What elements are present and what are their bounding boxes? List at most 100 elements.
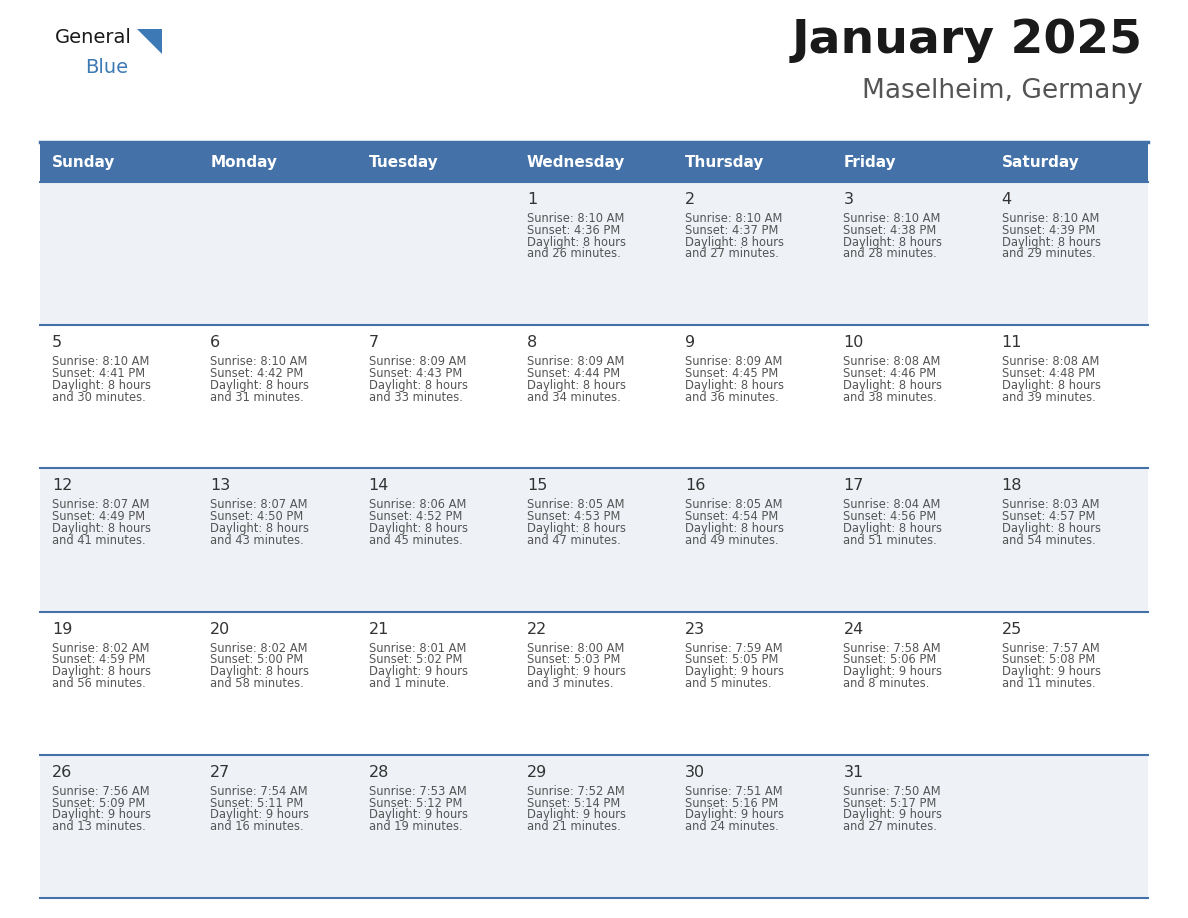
- Text: 9: 9: [685, 335, 695, 350]
- Text: Daylight: 8 hours: Daylight: 8 hours: [526, 522, 626, 535]
- Text: Sunset: 4:38 PM: Sunset: 4:38 PM: [843, 224, 936, 237]
- Text: 10: 10: [843, 335, 864, 350]
- Text: and 45 minutes.: and 45 minutes.: [368, 533, 462, 547]
- Text: Daylight: 9 hours: Daylight: 9 hours: [526, 809, 626, 822]
- Text: Sunset: 4:56 PM: Sunset: 4:56 PM: [843, 510, 936, 523]
- Text: Daylight: 8 hours: Daylight: 8 hours: [1001, 379, 1101, 392]
- Bar: [40, 325, 1148, 468]
- Text: Daylight: 8 hours: Daylight: 8 hours: [843, 379, 942, 392]
- Text: Sunset: 4:53 PM: Sunset: 4:53 PM: [526, 510, 620, 523]
- Text: Monday: Monday: [210, 154, 277, 170]
- Text: and 16 minutes.: and 16 minutes.: [210, 820, 304, 834]
- Text: Sunset: 4:41 PM: Sunset: 4:41 PM: [52, 367, 145, 380]
- Text: Sunrise: 8:07 AM: Sunrise: 8:07 AM: [52, 498, 150, 511]
- Text: Sunrise: 8:06 AM: Sunrise: 8:06 AM: [368, 498, 466, 511]
- Text: Maselheim, Germany: Maselheim, Germany: [862, 78, 1143, 104]
- Text: and 1 minute.: and 1 minute.: [368, 677, 449, 690]
- Text: Sunrise: 8:03 AM: Sunrise: 8:03 AM: [1001, 498, 1099, 511]
- Text: Sunset: 4:59 PM: Sunset: 4:59 PM: [52, 654, 145, 666]
- Bar: [40, 182, 1148, 325]
- Text: 16: 16: [685, 478, 706, 493]
- Text: 25: 25: [1001, 621, 1022, 636]
- Text: Sunset: 5:09 PM: Sunset: 5:09 PM: [52, 797, 145, 810]
- Text: Daylight: 9 hours: Daylight: 9 hours: [52, 809, 151, 822]
- Text: Daylight: 8 hours: Daylight: 8 hours: [685, 379, 784, 392]
- Text: Sunset: 5:16 PM: Sunset: 5:16 PM: [685, 797, 778, 810]
- Text: 11: 11: [1001, 335, 1022, 350]
- Text: 24: 24: [843, 621, 864, 636]
- Text: Sunset: 4:37 PM: Sunset: 4:37 PM: [685, 224, 778, 237]
- Text: Sunrise: 8:10 AM: Sunrise: 8:10 AM: [52, 355, 150, 368]
- Text: and 13 minutes.: and 13 minutes.: [52, 820, 146, 834]
- Text: Daylight: 9 hours: Daylight: 9 hours: [210, 809, 309, 822]
- Text: Sunrise: 8:10 AM: Sunrise: 8:10 AM: [843, 212, 941, 225]
- Text: Sunrise: 7:58 AM: Sunrise: 7:58 AM: [843, 642, 941, 655]
- Text: Sunset: 5:17 PM: Sunset: 5:17 PM: [843, 797, 937, 810]
- Text: Sunrise: 8:09 AM: Sunrise: 8:09 AM: [526, 355, 624, 368]
- Text: Daylight: 8 hours: Daylight: 8 hours: [526, 379, 626, 392]
- Text: Sunrise: 8:10 AM: Sunrise: 8:10 AM: [526, 212, 624, 225]
- Text: Daylight: 9 hours: Daylight: 9 hours: [843, 809, 942, 822]
- Text: 4: 4: [1001, 192, 1012, 207]
- Text: Sunrise: 8:08 AM: Sunrise: 8:08 AM: [1001, 355, 1099, 368]
- Text: and 31 minutes.: and 31 minutes.: [210, 390, 304, 404]
- Text: Sunset: 4:48 PM: Sunset: 4:48 PM: [1001, 367, 1095, 380]
- Text: Sunset: 5:05 PM: Sunset: 5:05 PM: [685, 654, 778, 666]
- Text: Sunset: 4:50 PM: Sunset: 4:50 PM: [210, 510, 304, 523]
- Text: Sunrise: 8:05 AM: Sunrise: 8:05 AM: [526, 498, 625, 511]
- Text: General: General: [55, 28, 132, 47]
- Text: and 34 minutes.: and 34 minutes.: [526, 390, 620, 404]
- Text: and 49 minutes.: and 49 minutes.: [685, 533, 779, 547]
- Text: Daylight: 8 hours: Daylight: 8 hours: [526, 236, 626, 249]
- Text: and 56 minutes.: and 56 minutes.: [52, 677, 146, 690]
- Text: Sunrise: 8:09 AM: Sunrise: 8:09 AM: [685, 355, 783, 368]
- Text: 18: 18: [1001, 478, 1022, 493]
- Text: Sunrise: 7:53 AM: Sunrise: 7:53 AM: [368, 785, 467, 798]
- Text: 8: 8: [526, 335, 537, 350]
- Text: 26: 26: [52, 765, 72, 779]
- Bar: [40, 755, 1148, 898]
- Text: 1: 1: [526, 192, 537, 207]
- Text: 21: 21: [368, 621, 388, 636]
- Text: Daylight: 8 hours: Daylight: 8 hours: [1001, 522, 1101, 535]
- Text: and 43 minutes.: and 43 minutes.: [210, 533, 304, 547]
- Text: 30: 30: [685, 765, 706, 779]
- Text: 5: 5: [52, 335, 62, 350]
- Text: and 27 minutes.: and 27 minutes.: [685, 247, 779, 261]
- Text: Daylight: 8 hours: Daylight: 8 hours: [210, 522, 309, 535]
- Text: Sunrise: 8:02 AM: Sunrise: 8:02 AM: [52, 642, 150, 655]
- Text: and 58 minutes.: and 58 minutes.: [210, 677, 304, 690]
- Text: 22: 22: [526, 621, 548, 636]
- Text: Daylight: 8 hours: Daylight: 8 hours: [52, 379, 151, 392]
- Text: and 41 minutes.: and 41 minutes.: [52, 533, 146, 547]
- Text: Sunset: 5:12 PM: Sunset: 5:12 PM: [368, 797, 462, 810]
- Text: and 19 minutes.: and 19 minutes.: [368, 820, 462, 834]
- Text: Sunrise: 8:04 AM: Sunrise: 8:04 AM: [843, 498, 941, 511]
- Text: Sunset: 4:44 PM: Sunset: 4:44 PM: [526, 367, 620, 380]
- Text: 23: 23: [685, 621, 706, 636]
- Text: and 38 minutes.: and 38 minutes.: [843, 390, 937, 404]
- Text: Daylight: 9 hours: Daylight: 9 hours: [526, 666, 626, 678]
- Text: Daylight: 8 hours: Daylight: 8 hours: [210, 666, 309, 678]
- Text: and 28 minutes.: and 28 minutes.: [843, 247, 937, 261]
- Text: Sunset: 4:45 PM: Sunset: 4:45 PM: [685, 367, 778, 380]
- Text: and 11 minutes.: and 11 minutes.: [1001, 677, 1095, 690]
- Text: and 47 minutes.: and 47 minutes.: [526, 533, 620, 547]
- Text: Sunset: 5:14 PM: Sunset: 5:14 PM: [526, 797, 620, 810]
- Text: Sunrise: 7:59 AM: Sunrise: 7:59 AM: [685, 642, 783, 655]
- Text: Daylight: 9 hours: Daylight: 9 hours: [685, 666, 784, 678]
- Text: Daylight: 8 hours: Daylight: 8 hours: [52, 666, 151, 678]
- Text: and 3 minutes.: and 3 minutes.: [526, 677, 613, 690]
- Text: and 36 minutes.: and 36 minutes.: [685, 390, 779, 404]
- Text: and 26 minutes.: and 26 minutes.: [526, 247, 620, 261]
- Text: Sunrise: 8:10 AM: Sunrise: 8:10 AM: [1001, 212, 1099, 225]
- Text: Daylight: 8 hours: Daylight: 8 hours: [52, 522, 151, 535]
- Text: and 5 minutes.: and 5 minutes.: [685, 677, 772, 690]
- Text: Sunrise: 8:09 AM: Sunrise: 8:09 AM: [368, 355, 466, 368]
- Text: Sunset: 5:02 PM: Sunset: 5:02 PM: [368, 654, 462, 666]
- Bar: [40, 142, 1148, 182]
- Text: and 8 minutes.: and 8 minutes.: [843, 677, 930, 690]
- Text: 3: 3: [843, 192, 853, 207]
- Text: 12: 12: [52, 478, 72, 493]
- Text: Sunset: 5:08 PM: Sunset: 5:08 PM: [1001, 654, 1095, 666]
